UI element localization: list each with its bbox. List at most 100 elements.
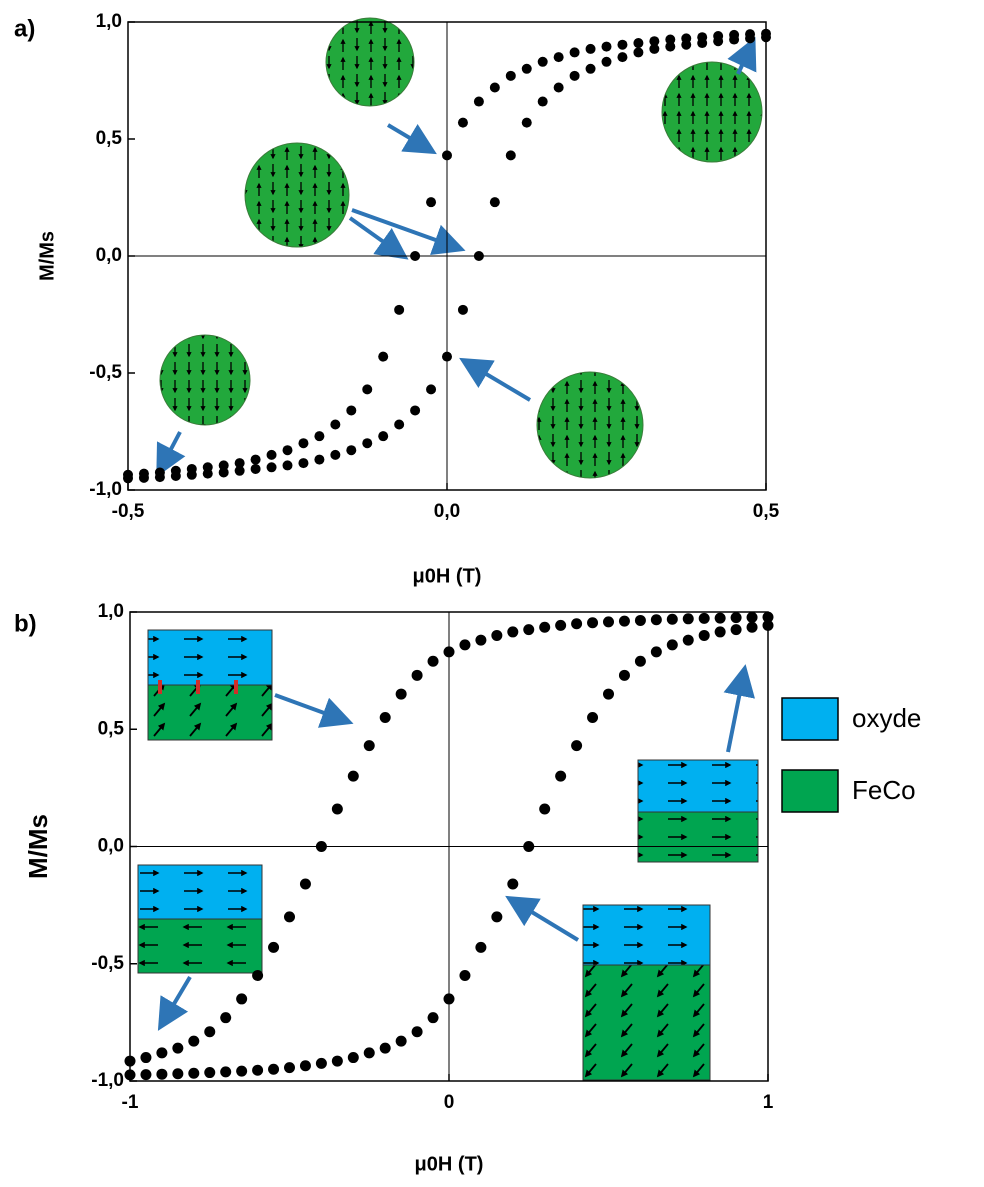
series bbox=[124, 619, 774, 1081]
data-point bbox=[585, 63, 596, 74]
data-point bbox=[553, 52, 564, 63]
annotation-arrow bbox=[157, 975, 192, 1031]
x-tick-label: -0,5 bbox=[112, 501, 145, 522]
data-point bbox=[443, 993, 455, 1005]
data-point bbox=[473, 251, 484, 261]
data-point bbox=[762, 611, 774, 623]
data-point bbox=[363, 1047, 375, 1059]
data-point bbox=[378, 431, 389, 442]
data-point bbox=[186, 469, 197, 480]
data-point bbox=[745, 33, 756, 44]
data-point bbox=[603, 616, 614, 628]
data-point bbox=[489, 82, 500, 93]
data-point bbox=[730, 624, 742, 636]
data-point bbox=[523, 841, 535, 852]
data-point bbox=[473, 96, 484, 107]
data-point bbox=[457, 117, 468, 128]
data-point bbox=[442, 150, 452, 161]
data-point bbox=[617, 52, 628, 63]
data-point bbox=[587, 617, 599, 629]
data-point bbox=[521, 63, 532, 74]
data-point bbox=[507, 878, 519, 890]
legend-swatch bbox=[781, 697, 839, 741]
data-point bbox=[266, 462, 277, 473]
data-point bbox=[268, 1063, 280, 1075]
data-point bbox=[426, 197, 437, 208]
data-point bbox=[714, 612, 726, 624]
data-point bbox=[140, 1052, 152, 1064]
data-point bbox=[634, 655, 646, 667]
y-tick-label: 0,5 bbox=[98, 718, 125, 739]
data-point bbox=[505, 70, 516, 81]
data-point bbox=[746, 611, 758, 623]
data-point bbox=[649, 36, 660, 47]
y-axis-label: M/Ms bbox=[36, 231, 58, 281]
annotation-arrow bbox=[348, 216, 409, 260]
data-point bbox=[234, 465, 245, 476]
data-point bbox=[665, 41, 676, 52]
data-point bbox=[156, 1068, 168, 1080]
data-point bbox=[714, 626, 726, 638]
data-point bbox=[172, 1042, 184, 1054]
y-tick-label: -0,5 bbox=[89, 362, 122, 383]
data-point bbox=[555, 619, 567, 631]
data-point bbox=[236, 993, 248, 1005]
data-point bbox=[427, 655, 439, 667]
data-point bbox=[314, 454, 325, 465]
data-point bbox=[266, 449, 277, 460]
data-point bbox=[617, 39, 628, 50]
data-point bbox=[411, 669, 423, 681]
y-tick-label: 0,0 bbox=[98, 836, 124, 857]
data-point bbox=[395, 688, 407, 700]
data-point bbox=[284, 1062, 295, 1074]
data-point bbox=[713, 36, 724, 47]
data-point bbox=[138, 472, 149, 483]
data-point bbox=[537, 56, 548, 67]
data-point bbox=[569, 70, 580, 81]
data-point bbox=[633, 47, 644, 58]
data-point bbox=[347, 770, 359, 782]
data-point bbox=[378, 351, 389, 362]
data-point bbox=[505, 150, 516, 161]
data-point bbox=[250, 463, 261, 474]
data-point bbox=[601, 56, 612, 67]
data-point bbox=[634, 614, 646, 626]
data-point bbox=[346, 405, 357, 416]
data-point bbox=[394, 419, 405, 430]
data-point bbox=[395, 1035, 407, 1047]
data-point bbox=[410, 251, 421, 261]
series bbox=[124, 611, 774, 1067]
data-point bbox=[649, 43, 660, 54]
annotation-arrow bbox=[156, 431, 186, 478]
annotation-arrow bbox=[723, 664, 755, 753]
data-point bbox=[363, 740, 375, 752]
data-point bbox=[571, 740, 583, 752]
data-point bbox=[218, 460, 229, 471]
annotation-arrow bbox=[727, 36, 757, 75]
data-point bbox=[682, 634, 694, 646]
data-point bbox=[459, 969, 471, 981]
data-point bbox=[379, 1042, 391, 1054]
domain-inset bbox=[244, 142, 350, 248]
data-point bbox=[282, 445, 293, 456]
data-point bbox=[394, 304, 405, 315]
data-point bbox=[539, 803, 551, 815]
data-point bbox=[188, 1067, 200, 1079]
data-point bbox=[459, 639, 471, 651]
data-point bbox=[220, 1012, 232, 1024]
data-point bbox=[252, 969, 264, 981]
data-point bbox=[539, 621, 551, 633]
data-point bbox=[218, 467, 229, 478]
data-point bbox=[443, 646, 455, 658]
annotation-arrow bbox=[351, 208, 466, 255]
data-point bbox=[172, 1068, 184, 1080]
y-tick-label: 0,0 bbox=[96, 245, 122, 266]
data-point bbox=[346, 445, 357, 456]
data-point bbox=[298, 438, 309, 449]
data-point bbox=[379, 712, 391, 724]
data-point bbox=[298, 458, 309, 469]
data-point bbox=[204, 1026, 216, 1038]
data-point bbox=[601, 41, 612, 52]
data-point bbox=[682, 613, 694, 625]
data-point bbox=[124, 1055, 136, 1067]
